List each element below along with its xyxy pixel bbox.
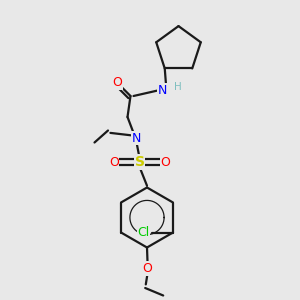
Text: O: O <box>160 155 170 169</box>
Text: N: N <box>158 83 167 97</box>
Text: S: S <box>134 155 145 169</box>
Text: H: H <box>174 82 182 92</box>
Text: O: O <box>109 155 118 169</box>
Text: Cl: Cl <box>137 226 149 239</box>
Text: O: O <box>112 76 122 89</box>
Text: N: N <box>132 131 141 145</box>
Text: O: O <box>143 262 152 275</box>
